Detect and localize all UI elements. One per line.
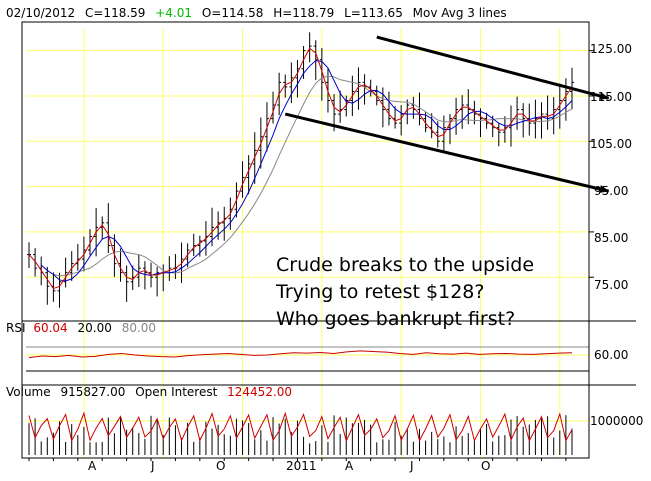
annotation-line-2: Trying to retest $128? [275, 281, 484, 303]
y-tick-label: 85.00 [594, 231, 628, 245]
header-change: +4.01 [155, 6, 192, 20]
axes [21, 21, 636, 461]
x-tick-label: 2011 [286, 459, 317, 473]
y-tick-label: 105.00 [590, 137, 632, 151]
y-tick-label: 125.00 [590, 42, 632, 56]
x-axis-labels: A J O 2011 A J O [88, 459, 490, 473]
annotation-line-3: Who goes bankrupt first? [276, 308, 515, 330]
open-interest-value: 124452.00 [227, 385, 292, 399]
open-interest-line [28, 411, 573, 443]
x-tick-label: O [481, 459, 490, 473]
volume-tick-label: 1000000 [590, 414, 643, 428]
price-pane [27, 32, 610, 308]
y-tick-label: 95.00 [594, 184, 628, 198]
rsi-value: 60.04 [33, 321, 67, 335]
rsi-pane [26, 346, 589, 372]
x-tick-label: J [409, 459, 414, 473]
y-axis-labels: 125.00 115.00 105.00 95.00 85.00 75.00 6… [590, 42, 643, 428]
volume-pane [28, 411, 573, 455]
rsi-tick-label: 60.00 [594, 348, 628, 362]
x-tick-label: O [216, 459, 225, 473]
header-date: 02/10/2012 C=118.59 +4.01 O=114.58 H=118… [6, 6, 507, 20]
x-tick-label: A [88, 459, 97, 473]
moving-average-fast [28, 47, 573, 290]
x-tick-label: J [150, 459, 155, 473]
grid-lines [26, 28, 589, 458]
x-tick-label: A [345, 459, 354, 473]
volume-legend: Volume 915827.00 Open Interest 124452.00 [6, 385, 292, 399]
trendline-arrow [284, 112, 610, 193]
annotation-line-1: Crude breaks to the upside [276, 254, 534, 276]
y-tick-label: 75.00 [594, 278, 628, 292]
trendline-arrow [376, 35, 610, 100]
rsi-line [28, 350, 573, 359]
y-tick-label: 115.00 [590, 90, 632, 104]
rsi-legend: RSI 60.04 20.00 80.00 [6, 321, 156, 335]
moving-average-mid [40, 60, 573, 282]
